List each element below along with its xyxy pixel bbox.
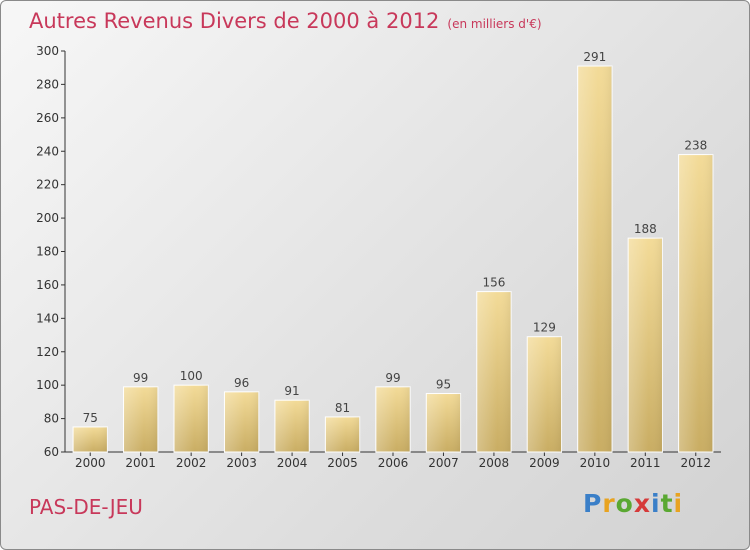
bar-shade	[123, 386, 158, 452]
x-tick-label: 2000	[75, 456, 106, 470]
y-tick-label: 240	[36, 144, 59, 158]
data-label: 91	[284, 384, 299, 398]
x-tick-label: 2002	[176, 456, 207, 470]
data-label: 156	[482, 276, 505, 290]
data-label: 99	[385, 371, 400, 385]
bar-shade	[73, 426, 108, 452]
data-label: 99	[133, 371, 148, 385]
data-label: 238	[684, 139, 707, 153]
data-label: 188	[634, 222, 657, 236]
y-tick-label: 300	[36, 44, 59, 58]
proxiti-logo: Proxiti	[583, 489, 683, 518]
x-tick-label: 2011	[630, 456, 661, 470]
x-tick-label: 2009	[529, 456, 560, 470]
data-label: 75	[83, 411, 98, 425]
logo-letter: o	[615, 489, 634, 518]
bar-shade	[224, 391, 259, 452]
y-tick-label: 220	[36, 178, 59, 192]
bar-shade	[274, 400, 310, 452]
bar-shade	[476, 291, 512, 452]
value-labels: 75 99 100 96 91 81 99 95 156 129 291 188 238	[83, 50, 708, 425]
bar-shade	[577, 66, 613, 452]
commune-name: PAS-DE-JEU	[29, 495, 143, 519]
y-tick-label: 160	[36, 278, 59, 292]
bar-shade	[527, 336, 562, 452]
bar-shade	[173, 385, 209, 452]
y-tick-label: 200	[36, 211, 59, 225]
axes: 60 80 100 120 140 160 180 200 220 240 260 280 300 200…	[36, 44, 721, 470]
chart-title: Autres Revenus Divers de 2000 à 2012 (en …	[29, 9, 542, 33]
y-tick-label: 280	[36, 77, 59, 91]
logo-letter: i	[673, 489, 684, 518]
y-tick-label: 100	[36, 378, 59, 392]
x-tick-label: 2012	[680, 456, 711, 470]
y-tick-label: 60	[44, 445, 59, 459]
y-tick-label: 180	[36, 245, 59, 259]
y-tick-label: 80	[44, 412, 59, 426]
data-label: 291	[583, 50, 606, 64]
y-tick-label: 260	[36, 111, 59, 125]
data-label: 100	[180, 369, 203, 383]
logo-letter: r	[602, 489, 616, 518]
x-tick-label: 2003	[226, 456, 257, 470]
bar-shade	[325, 416, 360, 452]
bars	[72, 65, 714, 453]
bar-shade	[375, 386, 411, 452]
x-tick-label: 2007	[428, 456, 459, 470]
logo-letter: i	[651, 489, 661, 518]
data-label: 129	[533, 321, 556, 335]
x-tick-label: 2004	[277, 456, 308, 470]
x-tick-label: 2006	[378, 456, 409, 470]
bar-shade	[678, 154, 713, 452]
logo-letter: x	[633, 489, 651, 518]
data-label: 96	[234, 376, 249, 390]
logo-letter: t	[660, 489, 674, 518]
data-label: 95	[436, 378, 451, 392]
x-tick-label: 2010	[580, 456, 611, 470]
bar-shade	[628, 238, 663, 452]
x-tick-label: 2008	[479, 456, 510, 470]
bar-shade	[426, 393, 461, 452]
y-tick-label: 140	[36, 311, 59, 325]
y-tick-label: 120	[36, 345, 59, 359]
chart-subtitle: (en milliers d'€)	[447, 17, 542, 31]
x-tick-label: 2005	[327, 456, 358, 470]
data-label: 81	[335, 401, 350, 415]
logo-letter: P	[583, 489, 603, 518]
x-tick-label: 2001	[125, 456, 156, 470]
